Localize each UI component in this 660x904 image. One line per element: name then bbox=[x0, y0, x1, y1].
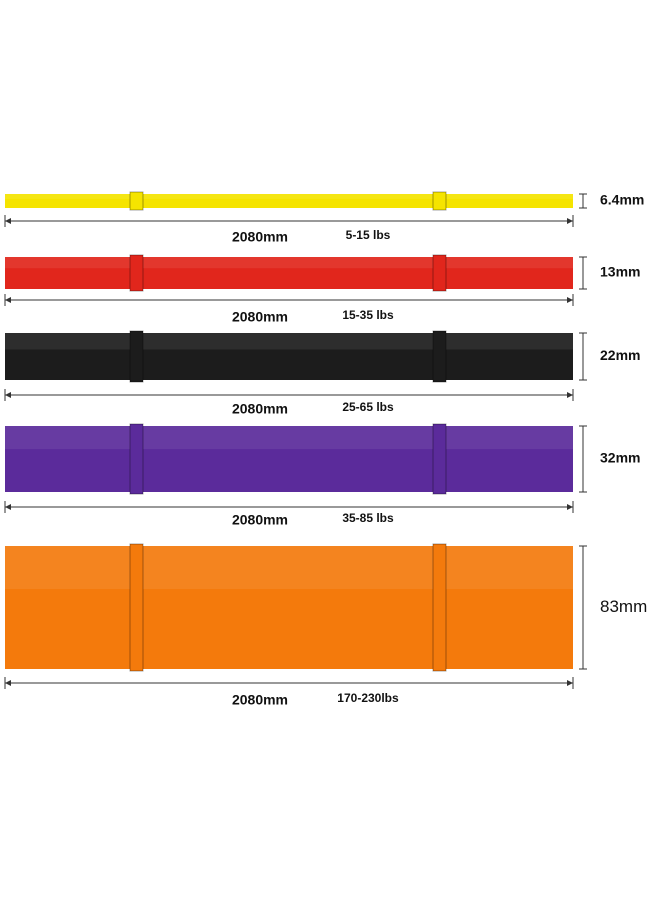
thickness-label: 83mm bbox=[600, 597, 647, 616]
thickness-label: 32mm bbox=[600, 450, 640, 466]
band-loop bbox=[432, 191, 447, 211]
arrow-head bbox=[5, 392, 11, 398]
band-loop bbox=[129, 543, 144, 672]
band-loop bbox=[432, 254, 447, 292]
band-shade bbox=[5, 333, 573, 350]
band-loop bbox=[129, 254, 144, 292]
band bbox=[5, 257, 573, 289]
arrow-head bbox=[5, 218, 11, 224]
arrow-head bbox=[5, 297, 11, 303]
length-label: 2080mm bbox=[232, 692, 288, 708]
arrow-head bbox=[567, 504, 573, 510]
resistance-label: 170-230lbs bbox=[337, 691, 399, 705]
length-label: 2080mm bbox=[232, 229, 288, 245]
band-loop bbox=[432, 423, 447, 495]
resistance-label: 25-65 lbs bbox=[342, 400, 394, 414]
resistance-label: 5-15 lbs bbox=[346, 228, 391, 242]
band-loop bbox=[432, 543, 447, 672]
resistance-label: 15-35 lbs bbox=[342, 308, 394, 322]
thickness-label: 22mm bbox=[600, 347, 640, 363]
arrow-head bbox=[5, 504, 11, 510]
band-shade bbox=[5, 426, 573, 450]
arrow-head bbox=[567, 218, 573, 224]
band bbox=[5, 426, 573, 492]
band-loop bbox=[129, 191, 144, 211]
length-label: 2080mm bbox=[232, 309, 288, 325]
band bbox=[5, 546, 573, 669]
arrow-head bbox=[5, 680, 11, 686]
band-loop bbox=[129, 423, 144, 495]
resistance-label: 35-85 lbs bbox=[342, 511, 394, 525]
arrow-head bbox=[567, 392, 573, 398]
length-label: 2080mm bbox=[232, 401, 288, 417]
thickness-label: 13mm bbox=[600, 264, 640, 280]
length-label: 2080mm bbox=[232, 512, 288, 528]
thickness-label: 6.4mm bbox=[600, 192, 644, 208]
band bbox=[5, 194, 573, 208]
arrow-head bbox=[567, 680, 573, 686]
band-shade bbox=[5, 257, 573, 269]
band-loop bbox=[432, 330, 447, 383]
band-shade bbox=[5, 546, 573, 590]
band bbox=[5, 333, 573, 380]
band-shade bbox=[5, 194, 573, 199]
band-loop bbox=[129, 330, 144, 383]
arrow-head bbox=[567, 297, 573, 303]
